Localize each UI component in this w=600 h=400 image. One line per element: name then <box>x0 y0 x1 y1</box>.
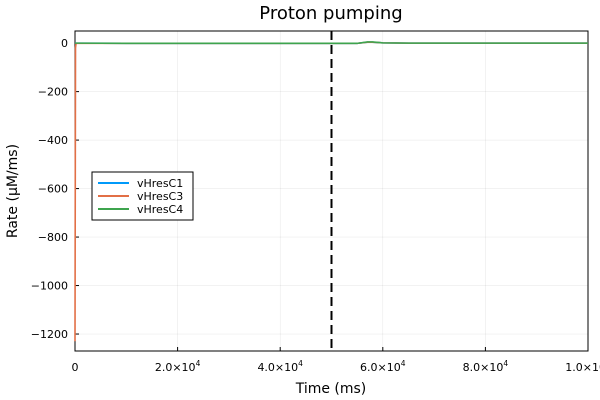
x-tick-label-base: 8.0×10 <box>463 361 504 374</box>
x-tick-label: 2.0×104 <box>155 359 201 374</box>
x-tick-label-exponent: 4 <box>196 359 201 368</box>
x-tick-label-base: 0 <box>72 361 79 374</box>
axis-ticks: 02.0×1044.0×1046.0×1048.0×1041.0×1050−20… <box>31 37 600 374</box>
y-tick-label: −800 <box>38 231 68 244</box>
y-tick-label: −1200 <box>31 328 68 341</box>
x-tick-label: 8.0×104 <box>463 359 509 374</box>
y-tick-label: −200 <box>38 86 68 99</box>
y-tick-label: −400 <box>38 134 68 147</box>
chart-title: Proton pumping <box>259 3 402 24</box>
x-axis-label: Time (ms) <box>295 381 367 397</box>
legend-label: vHresC4 <box>137 203 183 216</box>
x-tick-label-exponent: 4 <box>401 359 406 368</box>
y-tick-label: −600 <box>38 183 68 196</box>
legend-label: vHresC3 <box>137 190 183 203</box>
y-tick-label: 0 <box>61 37 68 50</box>
series-lines <box>74 41 588 342</box>
x-tick-label: 4.0×104 <box>257 359 303 374</box>
x-tick-label-base: 4.0×10 <box>257 361 298 374</box>
x-tick-label-base: 1.0×10 <box>565 361 600 374</box>
x-tick-label-base: 6.0×10 <box>360 361 401 374</box>
series-line-vHresC4 <box>74 41 588 45</box>
x-tick-label-exponent: 4 <box>503 359 508 368</box>
x-tick-label-exponent: 4 <box>298 359 303 368</box>
x-tick-label-base: 2.0×10 <box>155 361 196 374</box>
legend-label: vHresC1 <box>137 177 183 190</box>
y-tick-label: −1000 <box>31 280 68 293</box>
x-tick-label: 0 <box>72 361 79 374</box>
x-tick-label: 1.0×105 <box>565 359 600 374</box>
y-axis-label: Rate (μM/ms) <box>5 144 21 238</box>
x-tick-label: 6.0×104 <box>360 359 406 374</box>
